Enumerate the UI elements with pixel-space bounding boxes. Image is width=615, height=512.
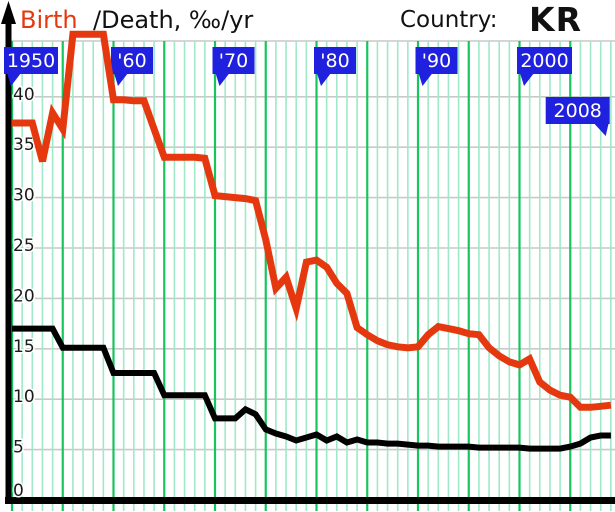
- year-flag-1990: '90: [415, 47, 458, 86]
- y-tick-label-40: 40: [13, 85, 35, 105]
- year-flag-1970: '70: [212, 47, 255, 86]
- flag-box: [212, 47, 255, 74]
- flag-box: [111, 47, 153, 74]
- year-flag-2008: 2008: [545, 97, 610, 136]
- data-series: [12, 30, 612, 452]
- y-tick-label-0: 0: [13, 481, 24, 501]
- y-tick-label-10: 10: [13, 387, 35, 407]
- year-flags: 1950 '60 '70 '80 '90 2000 2008: [4, 47, 610, 136]
- y-tick-label-35: 35: [13, 135, 35, 155]
- vertical-gridlines: [10, 41, 612, 511]
- y-tick-label-15: 15: [13, 337, 35, 357]
- y-tick-label-20: 20: [13, 286, 35, 306]
- flag-box: [415, 47, 458, 74]
- year-flag-2000: 2000: [517, 47, 572, 86]
- flag-pointer-icon: [215, 73, 230, 86]
- flag-pointer-icon: [593, 123, 609, 136]
- flag-year-label: 2000: [520, 50, 568, 72]
- year-flag-1980: '80: [314, 47, 356, 86]
- flag-box: [314, 47, 356, 74]
- flag-box: [517, 47, 572, 74]
- flag-year-label: '60: [117, 50, 146, 72]
- flag-box: [545, 97, 610, 124]
- y-tick-label-30: 30: [13, 186, 35, 206]
- birth-rate-line: [12, 30, 612, 411]
- death-rate-line: [12, 325, 611, 452]
- flag-year-label: '90: [422, 50, 451, 72]
- flag-year-label: 2008: [554, 100, 602, 122]
- year-flag-1950: 1950: [4, 47, 58, 86]
- flag-pointer-icon: [418, 73, 433, 86]
- flag-year-label: 1950: [7, 50, 55, 72]
- year-flag-1960: '60: [111, 47, 153, 86]
- y-tick-label-25: 25: [13, 236, 35, 256]
- flag-year-label: '80: [320, 50, 349, 72]
- flag-pointer-icon: [317, 73, 331, 86]
- horizontal-gridlines: [8, 40, 615, 451]
- flag-pointer-icon: [520, 73, 534, 86]
- flag-pointer-icon: [7, 73, 21, 86]
- flag-year-label: '70: [219, 50, 248, 72]
- flag-pointer-icon: [114, 73, 128, 86]
- y-tick-labels: 40 35 30 25 20 15 10 5 0: [12, 83, 37, 502]
- y-tick-label-5: 5: [13, 438, 24, 458]
- flag-box: [4, 47, 58, 74]
- y-axis-arrow-icon: [1, 1, 16, 24]
